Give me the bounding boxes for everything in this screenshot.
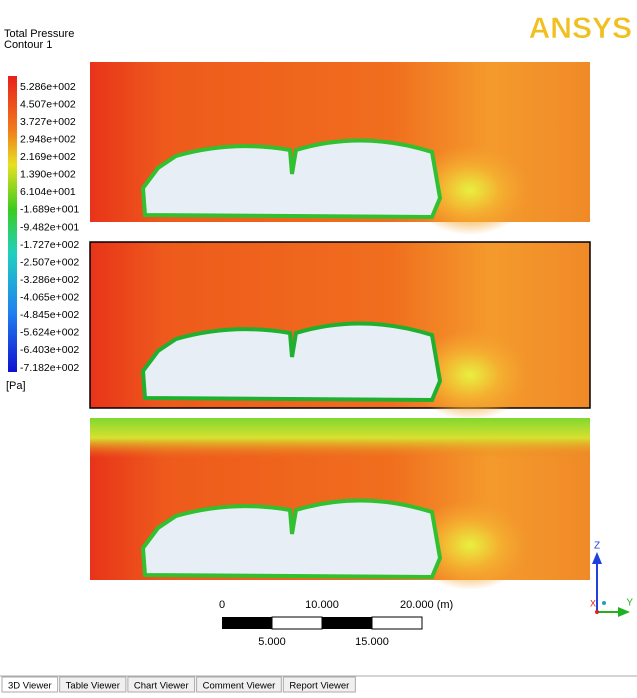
axis-label: Y — [626, 598, 633, 609]
tab-label[interactable]: Report Viewer — [289, 681, 349, 692]
legend-label: 2.169e+002 — [20, 151, 76, 163]
legend-label: -6.403e+002 — [20, 344, 79, 356]
viewer: Total Pressure Contour 1 5.286e+0024.507… — [0, 0, 637, 693]
legend-label: -1.689e+001 — [20, 204, 79, 216]
axis-label: Z — [594, 541, 600, 552]
legend-label: 6.104e+001 — [20, 186, 76, 198]
panel-2 — [90, 242, 590, 420]
scale-label: 5.000 — [258, 636, 286, 648]
legend-label: -4.845e+002 — [20, 309, 79, 321]
legend-label: -3.286e+002 — [20, 274, 79, 286]
page: Total Pressure Contour 1 5.286e+0024.507… — [0, 0, 637, 693]
legend-label: -4.065e+002 — [20, 292, 79, 304]
tab-label[interactable]: 3D Viewer — [8, 681, 52, 692]
legend-label: 1.390e+002 — [20, 169, 76, 181]
panel-3 — [90, 418, 590, 590]
panel-1 — [90, 62, 590, 235]
legend-unit: [Pa] — [6, 380, 26, 392]
tabs: 3D Viewer Table Viewer Chart Viewer Comment… — [2, 677, 355, 692]
tab-label[interactable]: Chart Viewer — [134, 681, 189, 692]
scale-label: 10.000 — [305, 599, 339, 611]
scale-bar — [222, 617, 422, 629]
color-bar — [8, 76, 17, 372]
tab-label[interactable]: Comment Viewer — [203, 681, 276, 692]
axis-label: X — [590, 598, 596, 608]
legend-label: -5.624e+002 — [20, 327, 79, 339]
legend-labels: 5.286e+002 4.507e+002 3.727e+002 2.948e+002… — [20, 81, 79, 374]
legend-label: -2.507e+002 — [20, 256, 79, 268]
legend-label: 4.507e+002 — [20, 98, 76, 110]
scale-label: 0 — [219, 599, 225, 611]
logo: ANSYS — [529, 12, 632, 45]
tab-label[interactable]: Table Viewer — [66, 681, 120, 692]
legend-label: -9.482e+001 — [20, 221, 79, 233]
scale-label: 20.000 (m) — [400, 599, 453, 611]
legend-label: 3.727e+002 — [20, 116, 76, 128]
legend-label: -7.182e+002 — [20, 362, 79, 374]
legend-label: -1.727e+002 — [20, 239, 79, 251]
axis-triad — [592, 552, 630, 617]
legend-label: 5.286e+002 — [20, 81, 76, 93]
scale-label: 15.000 — [355, 636, 389, 648]
legend-subtitle: Contour 1 — [4, 39, 52, 51]
legend-label: 2.948e+002 — [20, 133, 76, 145]
